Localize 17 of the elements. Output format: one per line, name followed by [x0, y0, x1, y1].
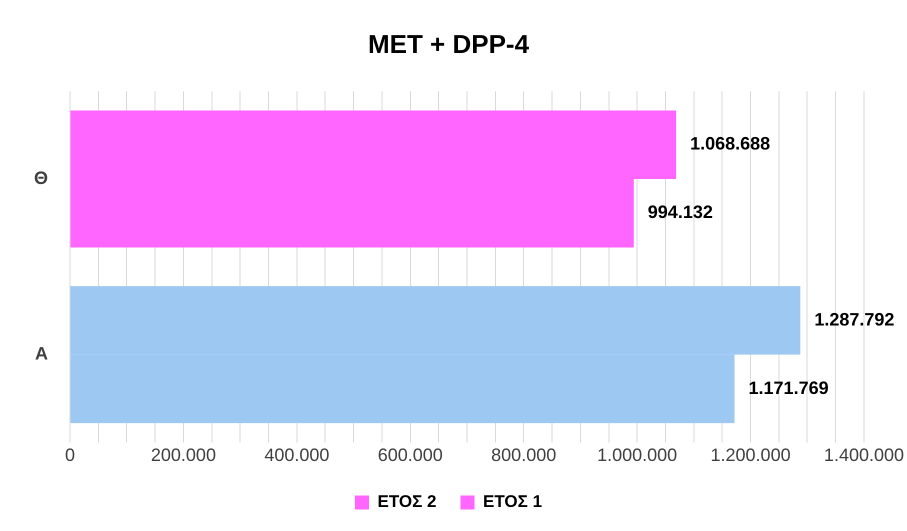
x-tick-label: 1.200.000: [710, 445, 791, 466]
x-tick-label: 1.000.000: [597, 445, 678, 466]
x-tick-label: 1.400.000: [824, 445, 904, 466]
x-tick-label: 0: [64, 445, 76, 466]
x-tick-label: 200.000: [150, 445, 216, 466]
x-tick-label: 600.000: [378, 445, 443, 466]
chart-title: MET + DPP-4: [368, 28, 530, 59]
legend-label: ΕΤΟΣ 2: [377, 492, 437, 512]
data-label: 1.171.769: [748, 378, 829, 398]
data-label: 1.068.688: [690, 134, 770, 154]
legend-label: ΕΤΟΣ 1: [483, 492, 542, 512]
x-tick-label: 800.000: [491, 445, 556, 466]
data-label: 1.287.792: [814, 309, 894, 330]
data-label: 994.132: [648, 202, 713, 222]
y-tick-label: A: [35, 344, 48, 364]
x-tick-label: 400.000: [264, 445, 330, 466]
y-tick-label: Θ: [34, 168, 48, 188]
